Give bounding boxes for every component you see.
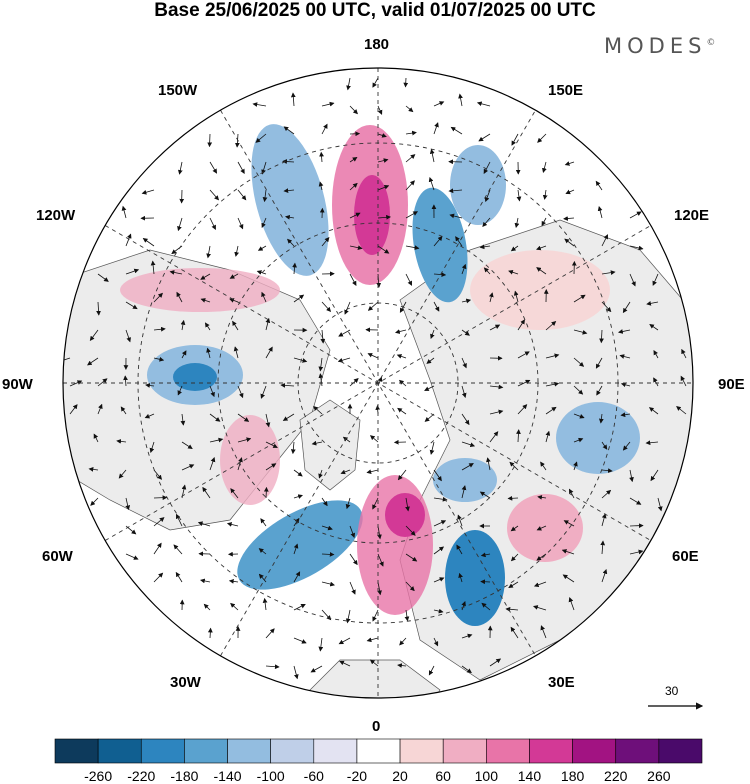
- anomaly-positive-labrador: [220, 415, 280, 505]
- colorbar-swatch-0: [55, 739, 98, 763]
- colorbar: [55, 739, 702, 763]
- colorbar-label: 60: [435, 768, 451, 784]
- wind-vector: [154, 498, 167, 499]
- colorbar-swatch-1: [98, 739, 141, 763]
- reference-vector-value: 30: [665, 684, 678, 698]
- wind-vector: [210, 134, 211, 146]
- lon-label-120e: 120E: [674, 207, 709, 224]
- colorbar-swatch-14: [659, 739, 702, 763]
- anomaly-negative-russia: [445, 530, 505, 626]
- colorbar-swatch-12: [573, 739, 616, 763]
- colorbar-swatch-2: [141, 739, 184, 763]
- colorbar-label: 180: [561, 768, 584, 784]
- lon-label-90e: 90E: [718, 376, 745, 393]
- lon-label-60w: 60W: [42, 548, 73, 565]
- colorbar-swatch-7: [357, 739, 400, 763]
- colorbar-swatch-5: [271, 739, 314, 763]
- colorbar-label: -20: [347, 768, 367, 784]
- colorbar-swatch-6: [314, 739, 357, 763]
- colorbar-label: 260: [647, 768, 670, 784]
- colorbar-label: 220: [604, 768, 627, 784]
- colorbar-label: -100: [257, 768, 285, 784]
- lon-label-150w: 150W: [158, 82, 197, 99]
- lon-label-0: 0: [372, 718, 380, 735]
- colorbar-label: -60: [304, 768, 324, 784]
- colorbar-label: -260: [84, 768, 112, 784]
- colorbar-swatch-11: [529, 739, 572, 763]
- lon-label-120w: 120W: [36, 207, 75, 224]
- wind-vector: [481, 582, 490, 583]
- colorbar-swatch-3: [184, 739, 227, 763]
- colorbar-label: -140: [214, 768, 242, 784]
- colorbar-swatch-4: [228, 739, 271, 763]
- wind-vector: [266, 488, 267, 498]
- anomaly-positive-kazakhstan: [507, 494, 583, 562]
- colorbar-swatch-10: [486, 739, 529, 763]
- wind-vector: [508, 498, 518, 499]
- lon-label-150e: 150E: [548, 82, 583, 99]
- anomaly-positive-mongolia: [470, 250, 610, 330]
- colorbar-swatch-9: [443, 739, 486, 763]
- colorbar-label: 20: [392, 768, 408, 784]
- anomaly-positive-europe-core: [385, 493, 425, 537]
- colorbar-swatch-13: [616, 739, 659, 763]
- lon-label-60e: 60E: [672, 548, 699, 565]
- lon-label-90w: 90W: [2, 376, 33, 393]
- anomaly-negative-okhotsk: [450, 145, 506, 225]
- wind-vector: [630, 526, 643, 527]
- anomaly-negative-central-siberia: [556, 402, 640, 474]
- lon-label-30w: 30W: [170, 674, 201, 691]
- anomaly-negative-ural: [433, 458, 497, 502]
- colorbar-label: -180: [170, 768, 198, 784]
- lon-label-30e: 30E: [548, 674, 575, 691]
- anomaly-positive-pacific: [120, 268, 280, 312]
- colorbar-label: 100: [475, 768, 498, 784]
- wind-vector: [406, 78, 407, 87]
- colorbar-label: -220: [127, 768, 155, 784]
- lon-label-180: 180: [364, 36, 389, 53]
- colorbar-label: 140: [518, 768, 541, 784]
- colorbar-swatch-8: [400, 739, 443, 763]
